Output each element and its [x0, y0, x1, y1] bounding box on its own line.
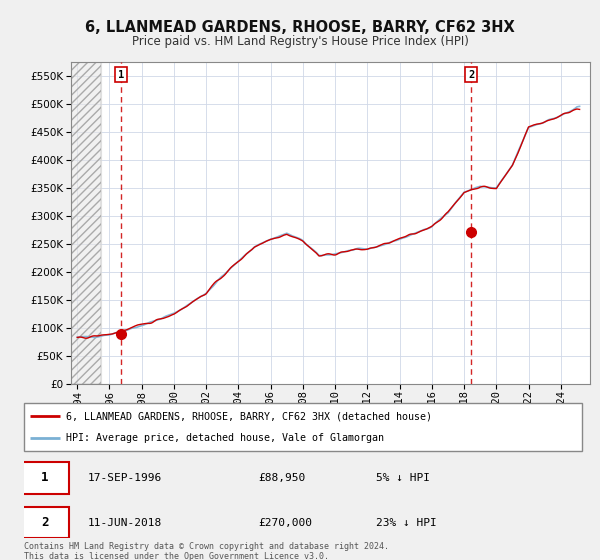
- Text: 23% ↓ HPI: 23% ↓ HPI: [376, 517, 436, 528]
- Text: Price paid vs. HM Land Registry's House Price Index (HPI): Price paid vs. HM Land Registry's House …: [131, 35, 469, 48]
- Text: HPI: Average price, detached house, Vale of Glamorgan: HPI: Average price, detached house, Vale…: [66, 433, 384, 443]
- Text: £88,950: £88,950: [259, 473, 305, 483]
- FancyBboxPatch shape: [24, 403, 582, 451]
- Text: 6, LLANMEAD GARDENS, RHOOSE, BARRY, CF62 3HX: 6, LLANMEAD GARDENS, RHOOSE, BARRY, CF62…: [85, 20, 515, 35]
- Text: 6, LLANMEAD GARDENS, RHOOSE, BARRY, CF62 3HX (detached house): 6, LLANMEAD GARDENS, RHOOSE, BARRY, CF62…: [66, 411, 432, 421]
- Text: 2: 2: [468, 69, 474, 80]
- Text: Contains HM Land Registry data © Crown copyright and database right 2024.
This d: Contains HM Land Registry data © Crown c…: [24, 542, 389, 560]
- Bar: [71, 62, 101, 384]
- Bar: [71, 62, 101, 384]
- Text: 1: 1: [118, 69, 124, 80]
- Text: 5% ↓ HPI: 5% ↓ HPI: [376, 473, 430, 483]
- Text: £270,000: £270,000: [259, 517, 313, 528]
- FancyBboxPatch shape: [21, 462, 68, 494]
- Text: 17-SEP-1996: 17-SEP-1996: [88, 473, 163, 483]
- FancyBboxPatch shape: [21, 507, 68, 538]
- Text: 2: 2: [41, 516, 49, 529]
- Text: 1: 1: [41, 472, 49, 484]
- Text: 11-JUN-2018: 11-JUN-2018: [88, 517, 163, 528]
